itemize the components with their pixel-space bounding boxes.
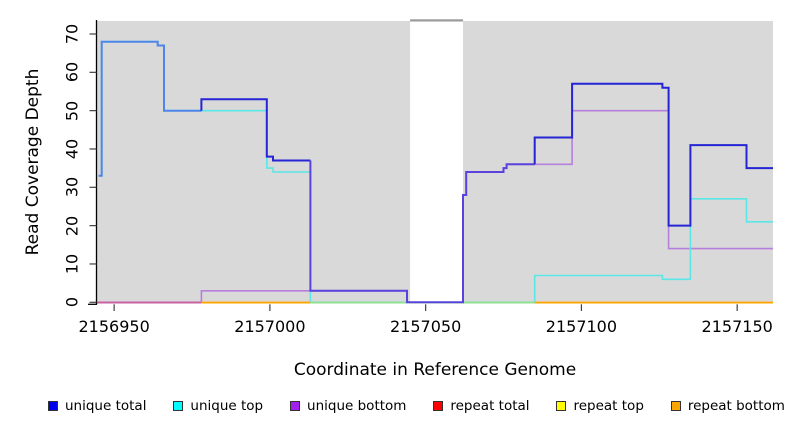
x-tick-label: 2157050 xyxy=(390,317,462,336)
y-tick-label: 30 xyxy=(62,177,82,198)
legend-swatch-icon xyxy=(670,401,681,411)
y-tick-label: 60 xyxy=(62,62,82,83)
series-unique-total xyxy=(200,98,311,162)
y-tick-label: 20 xyxy=(62,215,82,236)
legend-swatch-icon xyxy=(290,401,301,411)
y-tick-label: 10 xyxy=(62,253,82,275)
y-tick-label: 0 xyxy=(62,297,82,308)
series-unique-total xyxy=(533,82,773,227)
legend-label: repeat bottom xyxy=(687,398,785,414)
legend-item: repeat bottom xyxy=(670,398,785,414)
legend-swatch-icon xyxy=(173,401,184,411)
y-tick-label: 70 xyxy=(62,23,82,45)
legend-swatch-icon xyxy=(48,401,58,411)
masked-region-band xyxy=(410,21,464,304)
legend-label: unique bottom xyxy=(307,398,407,414)
legend-item: repeat total xyxy=(433,398,530,414)
x-tick-label: 2156950 xyxy=(78,317,150,336)
chart-legend: unique total unique top unique bottom repea… xyxy=(48,398,785,414)
legend-item: unique top xyxy=(173,398,263,414)
masked-region-cap-line xyxy=(410,19,464,22)
legend-item: unique total xyxy=(48,398,146,414)
series-unique-total xyxy=(309,160,535,304)
legend-item: repeat top xyxy=(556,398,644,414)
x-tick-label: 2157150 xyxy=(701,317,773,336)
legend-swatch-icon xyxy=(433,401,444,411)
y-tick-label: 50 xyxy=(62,100,82,121)
x-axis-title: Coordinate in Reference Genome xyxy=(293,360,577,380)
x-tick-label: 2157000 xyxy=(234,317,306,336)
legend-label: repeat total xyxy=(450,398,530,414)
y-axis-title: Read Coverage Depth xyxy=(23,68,43,256)
legend-label: unique total xyxy=(65,398,147,414)
legend-label: repeat top xyxy=(573,398,644,414)
legend-swatch-icon xyxy=(556,401,567,411)
x-tick-label: 2157100 xyxy=(545,317,618,336)
legend-label: unique top xyxy=(190,398,264,414)
series-unique-total xyxy=(98,40,202,177)
legend-item: unique bottom xyxy=(290,398,406,414)
y-tick-label: 40 xyxy=(62,138,82,160)
